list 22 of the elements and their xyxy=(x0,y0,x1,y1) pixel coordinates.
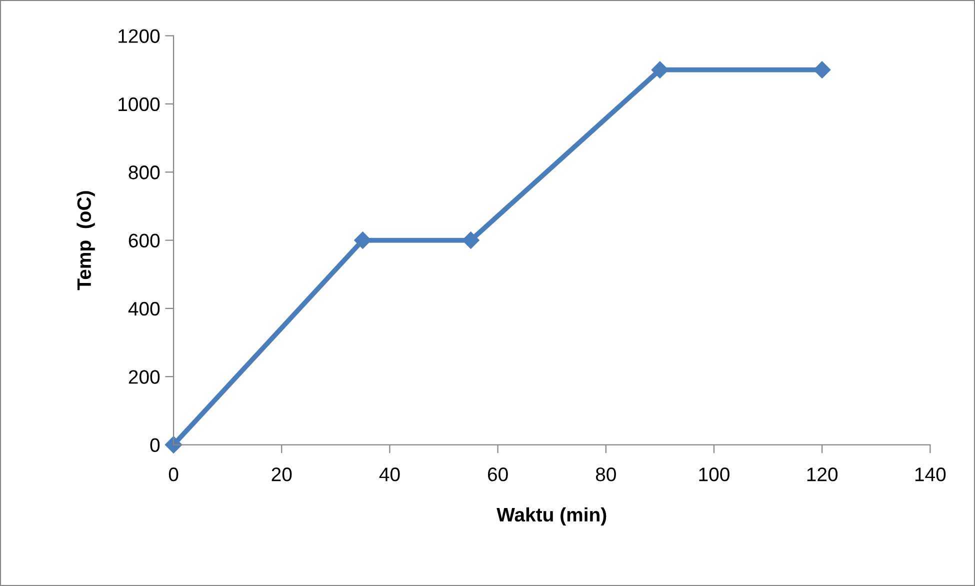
x-tick-label: 40 xyxy=(379,468,400,482)
y-axis-title: Temp (oC) xyxy=(76,191,95,290)
y-tick-label: 800 xyxy=(128,166,160,180)
y-tick-label: 600 xyxy=(128,234,160,248)
y-tick-label: 1000 xyxy=(118,97,160,112)
y-tick-label: 1200 xyxy=(118,29,160,43)
x-tick-label: 140 xyxy=(915,468,946,482)
point xyxy=(814,61,831,78)
x-tick-label: 80 xyxy=(596,468,616,482)
x-tick-label: 120 xyxy=(807,468,838,482)
point xyxy=(354,232,372,249)
y-tick-label: 0 xyxy=(150,438,160,452)
x-tick-label: 20 xyxy=(272,468,292,482)
x-tick-label: 0 xyxy=(168,468,178,482)
point xyxy=(165,436,182,454)
point xyxy=(462,232,480,249)
x-axis-title: Waktu (min) xyxy=(496,507,606,526)
x-tick-label: 100 xyxy=(699,468,730,482)
point xyxy=(651,61,668,78)
x-tick-label: 60 xyxy=(488,468,508,482)
y-tick-label: 200 xyxy=(128,370,160,384)
y-tick-label: 400 xyxy=(128,302,160,316)
